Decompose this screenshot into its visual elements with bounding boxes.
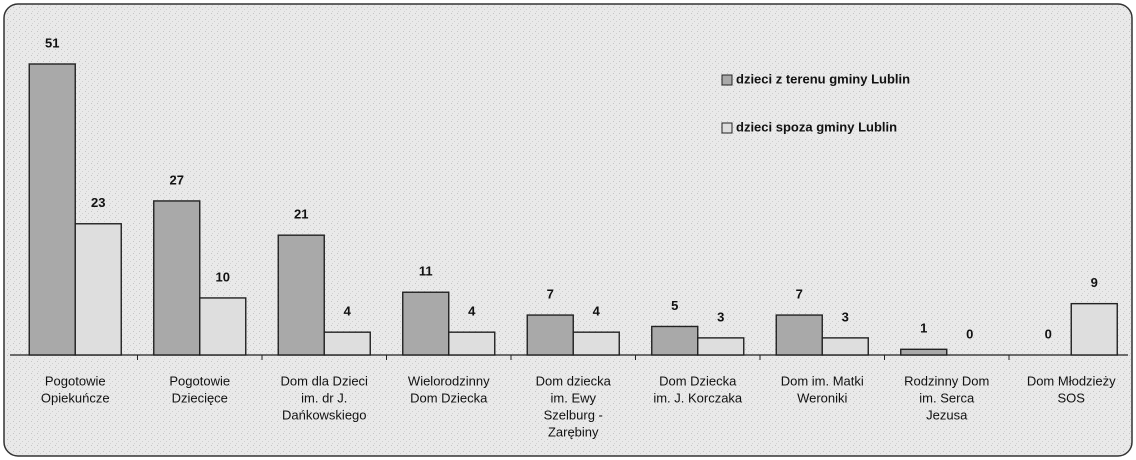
bar [199,297,247,356]
data-label: 21 [294,207,308,222]
x-tick-label: Szelburg - [544,407,603,422]
bar [28,63,76,356]
legend-label: dzieci spoza gminy Lublin [736,119,897,134]
data-label: 0 [1045,326,1052,341]
x-tick-label: Opiekuńcze [41,390,110,405]
data-label: 1 [920,321,927,336]
data-label: 10 [216,269,230,284]
x-tick-label: im. Serca [919,390,975,405]
legend-swatch [721,122,733,134]
x-tick-label: Dom dziecka [536,373,612,388]
x-tick-label: Rodzinny Dom [904,373,989,388]
legend-label: dzieci z terenu gminy Lublin [736,71,910,86]
data-label: 3 [717,309,724,324]
data-label: 11 [419,264,433,279]
x-tick-label: Dom Dziecka [410,390,488,405]
bar [448,331,496,356]
x-tick-label: im. dr J. [301,390,347,405]
data-label: 7 [796,286,803,301]
bar [526,314,574,356]
data-label: 0 [966,326,973,341]
legend-swatch [721,74,733,86]
x-tick-label: Pogotowie [45,373,106,388]
data-label: 23 [91,195,105,210]
x-tick-label: Weroniki [797,390,847,405]
bar [74,223,122,356]
data-label: 9 [1091,275,1098,290]
x-tick-label: SOS [1058,390,1086,405]
data-label: 27 [170,172,184,187]
data-label: 4 [468,304,476,319]
data-label: 51 [45,35,59,50]
x-tick-label: Dziecięce [172,390,228,405]
x-tick-label: Jezusa [926,407,968,422]
x-tick-label: Dańkowskiego [282,407,367,422]
data-label: 4 [593,304,601,319]
x-tick-label: Dom Dziecka [659,373,737,388]
bar [775,314,823,356]
bar [572,331,620,356]
bar [821,337,869,356]
x-tick-label: Dom dla Dzieci [281,373,369,388]
bar [277,234,325,356]
bar [153,200,201,356]
bar [697,337,745,356]
data-label: 5 [671,298,678,313]
x-tick-label: Dom Młodzieży [1027,373,1116,388]
bar [900,348,948,356]
data-label: 4 [344,304,352,319]
x-tick-label: im. Ewy [551,390,597,405]
data-label: 7 [547,286,554,301]
bar [651,325,699,356]
x-tick-label: Dom im. Matki [781,373,864,388]
bar [402,291,450,356]
x-tick-label: Wielorodzinny [408,373,490,388]
x-tick-label: Zarębiny [548,424,599,439]
bar [323,331,371,356]
x-tick-label: Pogotowie [169,373,230,388]
bar [1070,302,1118,356]
x-tick-label: im. J. Korczaka [653,390,743,405]
data-label: 3 [842,309,849,324]
